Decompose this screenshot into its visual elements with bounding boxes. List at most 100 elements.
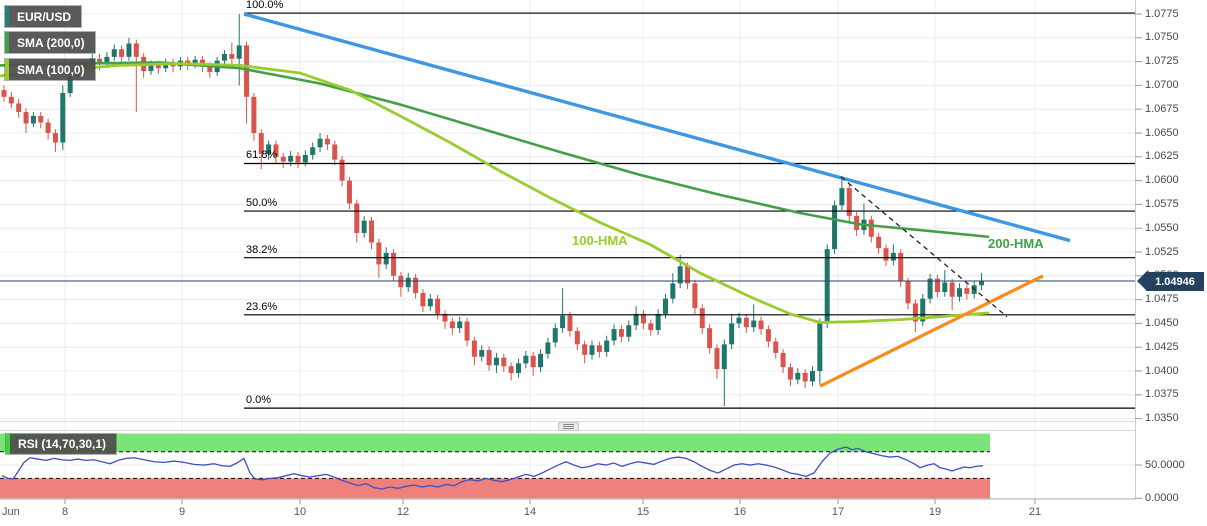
rsi-oversold-zone bbox=[0, 478, 990, 499]
candle-body bbox=[802, 372, 808, 382]
candle-body bbox=[589, 345, 595, 355]
candle-body bbox=[339, 159, 345, 181]
candle-body bbox=[207, 66, 213, 73]
candle-body bbox=[8, 96, 14, 104]
candle-body bbox=[670, 283, 676, 299]
candle-body bbox=[743, 317, 749, 328]
candle-body bbox=[751, 320, 757, 328]
candle-body bbox=[787, 367, 793, 380]
candle-body bbox=[721, 344, 727, 370]
candle-body bbox=[148, 64, 154, 72]
candle-body bbox=[163, 62, 169, 69]
candle-body bbox=[920, 298, 926, 322]
candle-body bbox=[692, 283, 698, 309]
candle-body bbox=[126, 43, 132, 57]
candle-body bbox=[942, 282, 948, 292]
candle-body bbox=[427, 298, 433, 307]
candle-body bbox=[52, 133, 58, 143]
candle-body bbox=[288, 155, 294, 162]
candle-body bbox=[449, 321, 455, 329]
candle-body bbox=[912, 303, 918, 322]
candle-body bbox=[736, 317, 742, 324]
candle-body bbox=[133, 43, 139, 57]
candle-body bbox=[464, 321, 470, 341]
candle-body bbox=[280, 156, 286, 162]
candle-body bbox=[611, 329, 617, 341]
candle-body bbox=[883, 248, 889, 261]
candle-body bbox=[236, 45, 242, 59]
candle-body bbox=[545, 342, 551, 354]
candle-body bbox=[391, 252, 397, 276]
candle-body bbox=[523, 355, 529, 364]
candle-body bbox=[45, 122, 51, 133]
candle-body bbox=[758, 320, 764, 330]
candle-body bbox=[369, 220, 374, 243]
candle-body bbox=[596, 345, 602, 352]
candle-body bbox=[302, 154, 308, 163]
rsi-overbought-zone bbox=[0, 433, 990, 452]
candle-body bbox=[361, 220, 367, 233]
candle-body bbox=[699, 308, 705, 329]
candle-body bbox=[582, 344, 588, 355]
candle-body bbox=[67, 75, 73, 94]
candle-body bbox=[648, 323, 654, 331]
candle-body bbox=[663, 298, 668, 314]
candle-body bbox=[957, 288, 962, 297]
rsi-line bbox=[1, 446, 984, 490]
candle-body bbox=[604, 340, 610, 352]
candle-body bbox=[890, 252, 896, 261]
candle-body bbox=[810, 371, 815, 382]
candle-body bbox=[23, 112, 29, 124]
candle-body bbox=[567, 315, 573, 332]
candle-body bbox=[258, 133, 264, 154]
candle-body bbox=[560, 315, 566, 329]
candle-body bbox=[376, 242, 382, 265]
candle-body bbox=[538, 353, 544, 368]
candle-body bbox=[655, 313, 661, 331]
candle-body bbox=[832, 205, 838, 250]
candle-body bbox=[618, 329, 624, 337]
candle-body bbox=[927, 278, 933, 299]
candle-body bbox=[979, 280, 985, 286]
candle-body bbox=[97, 58, 103, 65]
candle-body bbox=[457, 321, 463, 329]
candle-body bbox=[868, 219, 874, 237]
candle-body bbox=[251, 96, 257, 133]
candle-body bbox=[383, 252, 389, 265]
candle-body bbox=[626, 325, 632, 337]
candle-body bbox=[574, 331, 580, 345]
dashed-trendline bbox=[840, 176, 1008, 318]
candle-body bbox=[685, 266, 691, 284]
candle-body bbox=[295, 155, 301, 163]
candle-body bbox=[405, 277, 411, 288]
candle-body bbox=[442, 313, 448, 322]
candle-body bbox=[714, 348, 720, 370]
candle-body bbox=[30, 115, 36, 124]
candle-body bbox=[273, 144, 279, 157]
candle-body bbox=[949, 282, 955, 297]
candle-body bbox=[244, 45, 250, 97]
candle-body bbox=[222, 53, 227, 61]
candle-body bbox=[824, 249, 830, 324]
candle-body bbox=[729, 323, 735, 345]
candle-body bbox=[435, 298, 441, 314]
candle-body bbox=[516, 363, 521, 373]
candle-body bbox=[964, 288, 970, 294]
candle-body bbox=[413, 277, 419, 293]
candle-body bbox=[508, 366, 514, 373]
candle-body bbox=[839, 188, 845, 206]
candle-body bbox=[38, 115, 44, 123]
candle-body bbox=[111, 49, 117, 57]
candle-body bbox=[317, 138, 323, 148]
candle-body bbox=[346, 180, 352, 204]
candle-body bbox=[934, 278, 940, 292]
candle-body bbox=[905, 281, 911, 304]
candle-body bbox=[846, 188, 852, 216]
candle-body bbox=[707, 328, 713, 349]
candle-body bbox=[192, 59, 198, 65]
candle-body bbox=[640, 313, 646, 324]
hma100-line bbox=[0, 62, 990, 324]
candle-body bbox=[773, 341, 779, 353]
